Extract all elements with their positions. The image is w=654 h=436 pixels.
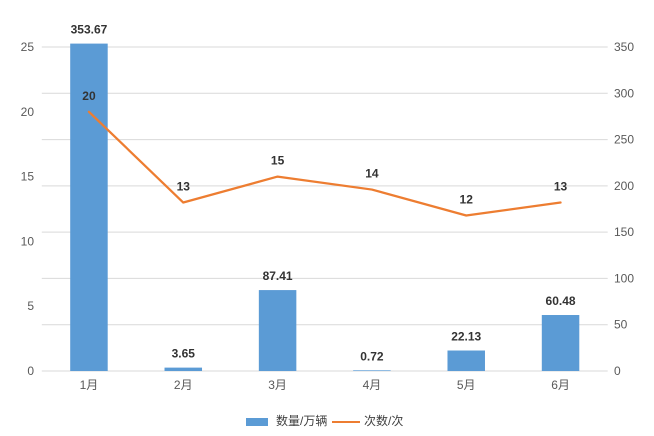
svg-text:1月: 1月 [80,378,99,392]
svg-text:4月: 4月 [363,378,382,392]
svg-text:15: 15 [21,170,35,184]
svg-text:150: 150 [614,225,634,239]
svg-text:13: 13 [177,180,191,194]
svg-text:2月: 2月 [174,378,193,392]
svg-text:5: 5 [27,299,34,313]
svg-text:22.13: 22.13 [451,330,481,344]
svg-text:60.48: 60.48 [546,294,576,308]
svg-text:0: 0 [614,364,621,378]
svg-text:13: 13 [554,180,568,194]
svg-text:10: 10 [21,234,35,248]
svg-text:87.41: 87.41 [263,269,293,283]
svg-text:12: 12 [460,192,474,206]
svg-text:3.65: 3.65 [172,347,196,361]
svg-text:5月: 5月 [457,378,476,392]
svg-text:20: 20 [82,89,96,103]
svg-text:20: 20 [21,105,35,119]
svg-text:50: 50 [614,318,628,332]
svg-text:300: 300 [614,86,634,100]
svg-text:350: 350 [614,40,634,54]
svg-text:6月: 6月 [551,378,570,392]
svg-text:15: 15 [271,154,285,168]
svg-text:3月: 3月 [268,378,287,392]
svg-text:200: 200 [614,179,634,193]
svg-text:100: 100 [614,271,634,285]
svg-text:250: 250 [614,133,634,147]
svg-text:0: 0 [27,364,34,378]
svg-text:25: 25 [21,40,35,54]
svg-text:14: 14 [365,167,379,181]
svg-text:0.72: 0.72 [360,349,384,363]
svg-text:353.67: 353.67 [71,23,108,37]
